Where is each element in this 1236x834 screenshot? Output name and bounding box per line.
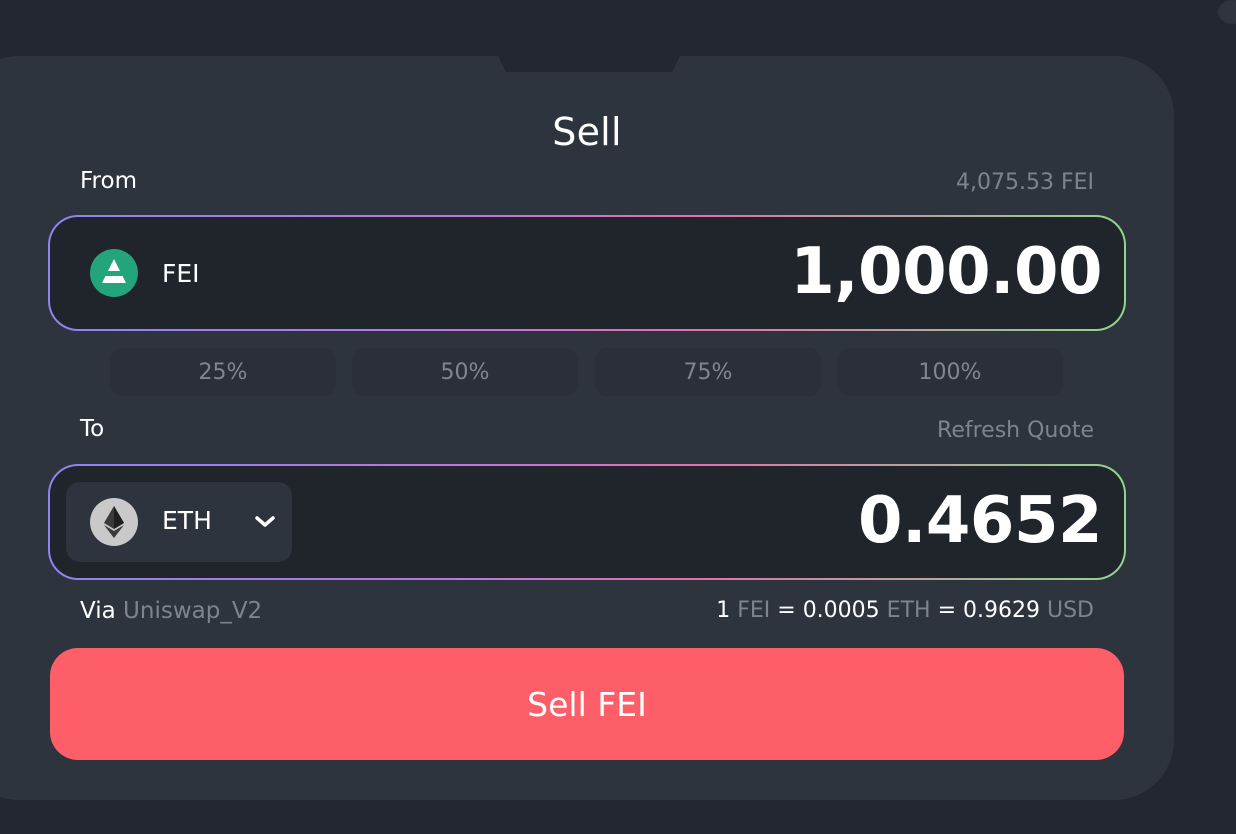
to-token-name: ETH bbox=[162, 506, 212, 535]
percent-100-button[interactable]: 100% bbox=[837, 348, 1063, 396]
corner-decoration bbox=[1218, 0, 1236, 24]
eth-token-icon bbox=[90, 498, 138, 546]
panel-notch bbox=[490, 40, 688, 72]
sell-button[interactable]: Sell FEI bbox=[50, 648, 1124, 760]
page-title: Sell bbox=[552, 110, 622, 154]
from-label: From bbox=[80, 168, 137, 194]
rate-eth-unit: ETH bbox=[886, 598, 931, 623]
to-token-selector[interactable]: ETH bbox=[66, 482, 292, 562]
to-amount-output: 0.4652 bbox=[858, 484, 1102, 558]
refresh-quote-link[interactable]: Refresh Quote bbox=[937, 418, 1094, 443]
from-amount-input[interactable]: 1,000.00 bbox=[790, 235, 1102, 309]
rate-equals-2: = bbox=[937, 598, 956, 623]
to-token-inner: ETH 0.4652 bbox=[50, 466, 1124, 578]
from-balance[interactable]: 4,075.53 FEI bbox=[955, 170, 1094, 195]
percent-25-button[interactable]: 25% bbox=[110, 348, 336, 396]
percent-50-button[interactable]: 50% bbox=[352, 348, 578, 396]
percent-75-button[interactable]: 75% bbox=[595, 348, 821, 396]
to-token-field: ETH 0.4652 bbox=[48, 464, 1126, 580]
rate-eth-amount: 0.0005 bbox=[802, 598, 880, 623]
via-label: Via bbox=[80, 598, 116, 624]
chevron-down-icon bbox=[252, 508, 278, 534]
from-token-inner: FEI 1,000.00 bbox=[50, 217, 1124, 329]
rate-fei-unit: FEI bbox=[737, 598, 771, 623]
from-token-name: FEI bbox=[162, 259, 200, 288]
via-value: Uniswap_V2 bbox=[123, 598, 263, 624]
rate-equals-1: = bbox=[777, 598, 796, 623]
to-label: To bbox=[80, 416, 105, 442]
rate-usd-amount: 0.9629 bbox=[963, 598, 1040, 623]
rate-usd-unit: USD bbox=[1046, 598, 1094, 623]
exchange-rate: 1 FEI = 0.0005 ETH = 0.9629 USD bbox=[716, 598, 1094, 623]
rate-fei-amount: 1 bbox=[716, 598, 731, 623]
from-token-field: FEI 1,000.00 bbox=[48, 215, 1126, 331]
fei-token-icon bbox=[90, 249, 138, 297]
route-info: Via Uniswap_V2 bbox=[80, 598, 262, 624]
